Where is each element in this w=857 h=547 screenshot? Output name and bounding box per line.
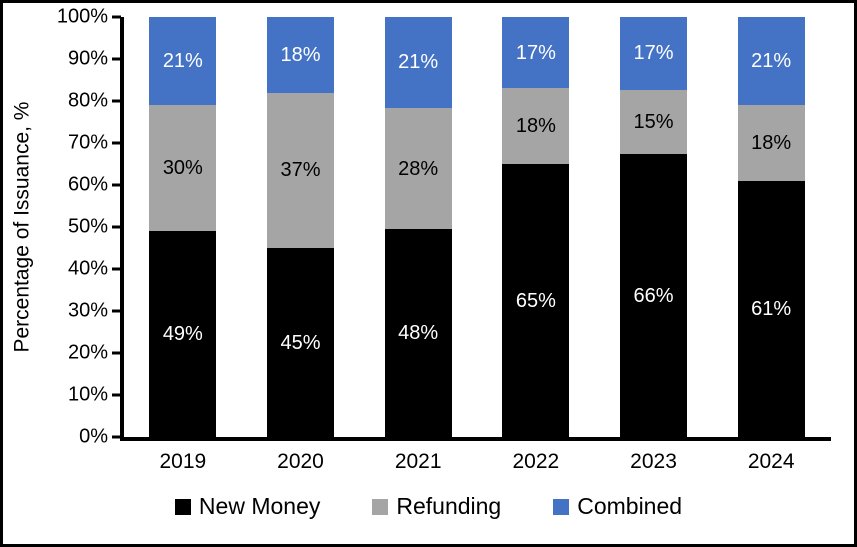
stacked-bar-2019: 49% 30% 21% [149, 17, 217, 437]
bar-slot-2024: 61% 18% 21% [712, 17, 830, 437]
x-axis-label-2021: 2021 [394, 450, 442, 473]
legend-swatch-icon [174, 498, 191, 515]
bar-slot-2023: 66% 15% 17% [595, 17, 713, 437]
bar-segment-combined: 17% [619, 17, 688, 90]
y-tick-label: 40% [67, 257, 108, 280]
legend-label: Combined [577, 493, 683, 519]
y-tick-label: 20% [67, 341, 108, 364]
x-axis-label-2023: 2023 [630, 450, 677, 473]
stacked-bar-2020: 45% 37% 18% [266, 17, 335, 437]
bar-segment-new-money: 45% [266, 248, 335, 437]
bar-segment-label: 28% [398, 157, 439, 180]
bar-segment-refunding: 30% [149, 105, 217, 232]
bar-segment-refunding: 18% [502, 88, 570, 164]
legend: New Money Refunding Combined [3, 493, 854, 520]
legend-label: New Money [198, 493, 321, 519]
y-tick-mark [112, 141, 121, 145]
bar-segment-refunding: 18% [737, 105, 805, 181]
y-axis-line [120, 17, 124, 441]
y-tick-label: 0% [79, 425, 108, 448]
legend-label: Refunding [396, 493, 502, 519]
bar-segment-combined: 21% [384, 17, 452, 108]
bar-segment-label: 18% [280, 43, 321, 66]
x-axis-labels: 2019 2020 2021 2022 2023 2024 [124, 450, 830, 478]
bar-segment-label: 21% [398, 51, 439, 74]
bar-slot-2022: 65% 18% 17% [477, 17, 595, 437]
stacked-bar-2021: 48% 28% 21% [384, 17, 452, 437]
bar-segment-label: 45% [280, 331, 321, 354]
bar-segment-refunding: 37% [266, 92, 335, 248]
y-tick-mark [112, 435, 121, 439]
legend-item-combined: Combined [553, 493, 682, 520]
y-tick-label: 70% [67, 131, 108, 154]
plot-area: 49% 30% 21% 45% 37% 18% 48% 28% 21% 65% 18% 17% 66% 1… [124, 17, 830, 437]
bar-segment-label: 18% [751, 132, 792, 155]
y-tick-label: 80% [67, 89, 108, 112]
y-tick-label: 30% [67, 299, 108, 322]
bar-segment-combined: 21% [737, 17, 805, 106]
y-tick-mark [112, 393, 121, 397]
x-axis-label-2024: 2024 [747, 450, 795, 473]
stacked-bar-2022: 65% 18% 17% [502, 17, 570, 437]
bar-segment-label: 21% [162, 50, 203, 73]
bar-segment-label: 61% [751, 297, 792, 320]
bar-segment-combined: 21% [149, 17, 217, 106]
bar-segment-combined: 18% [266, 17, 335, 93]
bar-segment-new-money: 48% [384, 229, 452, 437]
bar-segment-label: 48% [398, 322, 439, 345]
bar-segment-label: 49% [162, 323, 203, 346]
legend-swatch-icon [372, 498, 389, 515]
legend-item-refunding: Refunding [372, 493, 501, 520]
bar-segment-label: 30% [162, 157, 203, 180]
stacked-bar-2023: 66% 15% 17% [619, 17, 688, 437]
legend-swatch-icon [553, 498, 570, 515]
y-tick-label: 90% [67, 47, 108, 70]
bar-segment-new-money: 61% [737, 180, 805, 437]
x-axis-label-2019: 2019 [159, 450, 207, 473]
y-tick-mark [112, 183, 121, 187]
y-tick-label: 10% [67, 383, 108, 406]
bar-slot-2020: 45% 37% 18% [242, 17, 360, 437]
bar-segment-new-money: 66% [619, 154, 688, 437]
bar-segment-label: 65% [515, 289, 556, 312]
y-tick-mark [112, 351, 121, 355]
y-tick-mark [112, 225, 121, 229]
bar-segment-new-money: 49% [149, 231, 217, 437]
stacked-bar-2024: 61% 18% 21% [737, 17, 805, 437]
bar-segment-label: 66% [633, 284, 674, 307]
y-tick-mark [112, 57, 121, 61]
y-tick-label: 100% [56, 5, 108, 28]
bar-segment-refunding: 15% [619, 89, 688, 155]
bar-segment-label: 18% [515, 115, 556, 138]
bar-segment-label: 37% [280, 159, 321, 182]
bar-segment-label: 21% [751, 50, 792, 73]
legend-item-new-money: New Money [174, 493, 321, 520]
bar-segment-combined: 17% [502, 17, 570, 89]
bar-slot-2019: 49% 30% 21% [124, 17, 242, 437]
bar-segment-refunding: 28% [384, 107, 452, 230]
x-axis-label-2020: 2020 [277, 450, 324, 473]
y-tick-mark [112, 15, 121, 19]
y-tick-mark [112, 267, 121, 271]
bar-slot-2021: 48% 28% 21% [359, 17, 477, 437]
x-axis-line [120, 437, 831, 441]
y-tick-label: 60% [67, 173, 108, 196]
x-axis-label-2022: 2022 [512, 450, 560, 473]
bar-segment-label: 17% [633, 42, 674, 65]
bar-segment-label: 15% [633, 111, 674, 134]
bar-segment-label: 17% [515, 41, 556, 64]
y-tick-label: 50% [67, 215, 108, 238]
y-tick-mark [112, 99, 121, 103]
bar-segment-new-money: 65% [502, 164, 570, 437]
y-tick-mark [112, 309, 121, 313]
